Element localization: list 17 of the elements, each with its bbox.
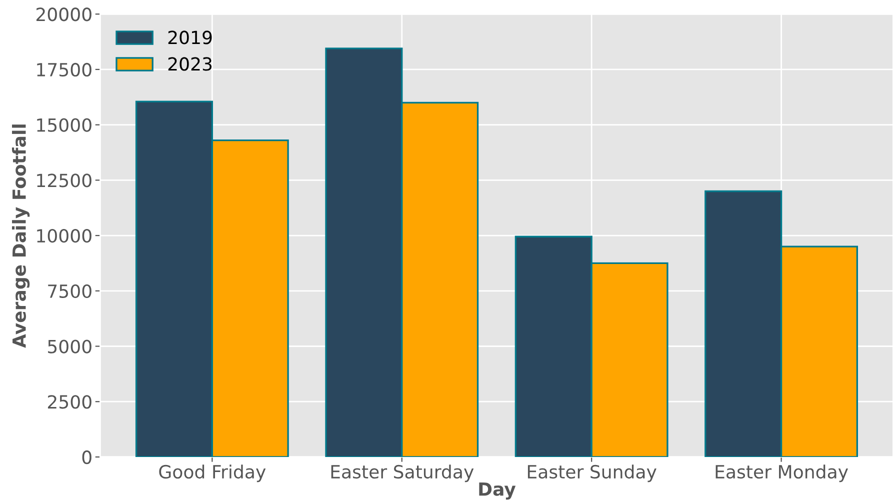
y-tick-label: 2500 — [48, 395, 92, 409]
x-tick-label: Easter Sunday — [528, 464, 656, 482]
y-tick-label: 12500 — [37, 174, 92, 188]
y-axis-title: Average Daily Footfall — [12, 124, 30, 348]
x-axis-title: Day — [479, 482, 516, 500]
x-tick-label: Easter Saturday — [331, 464, 474, 482]
y-tick-label: 15000 — [37, 118, 92, 132]
legend-label: 2019 — [168, 30, 212, 44]
legend-label: 2023 — [168, 57, 212, 71]
y-tick-label: 5000 — [48, 340, 92, 354]
y-tick-label: 17500 — [37, 62, 92, 77]
x-tick-label: Easter Monday — [716, 464, 848, 482]
x-tick-label: Good Friday — [159, 464, 266, 482]
y-tick-label: 10000 — [37, 228, 92, 243]
y-tick-label: 7500 — [48, 284, 92, 298]
y-tick-label: 0 — [82, 450, 92, 464]
y-tick-label: 20000 — [36, 8, 92, 22]
